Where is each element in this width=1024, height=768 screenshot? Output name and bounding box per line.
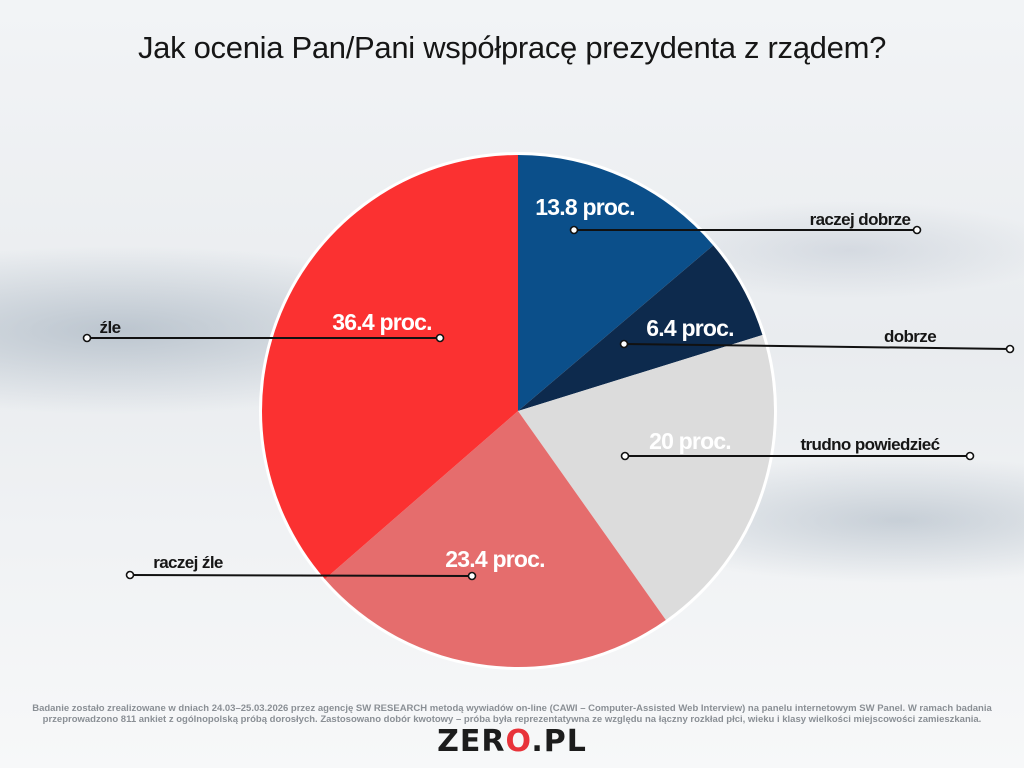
pie-slice-źle bbox=[262, 155, 518, 580]
slice-category-label: raczej źle bbox=[153, 553, 223, 572]
slice-value-label: 6.4 proc. bbox=[646, 315, 733, 341]
slice-category-label: trudno powiedzieć bbox=[800, 435, 939, 454]
slice-value-label: 13.8 proc. bbox=[535, 194, 634, 220]
leader-start-dot bbox=[620, 451, 630, 461]
zero-pl-logo: ZERO.PL bbox=[0, 724, 1024, 759]
slice-category-label: dobrze bbox=[884, 327, 936, 346]
slice-value-label: 20 proc. bbox=[649, 428, 731, 454]
leader-start-dot bbox=[569, 225, 579, 235]
leader-end-dot bbox=[1005, 344, 1015, 354]
leader-start-dot bbox=[435, 333, 445, 343]
leader-start-dot bbox=[467, 571, 477, 581]
chart-title: Jak ocenia Pan/Pani współpracę prezydent… bbox=[137, 30, 887, 65]
leader-end-dot bbox=[125, 570, 135, 580]
logo-text-left: ZER bbox=[437, 724, 506, 759]
pie-slice-dobrze bbox=[518, 245, 763, 411]
slice-value-label: 23.4 proc. bbox=[445, 546, 544, 572]
slice-labels: 13.8 proc. raczej dobrze 6.4 proc. dobrze 20… bbox=[100, 194, 941, 572]
pie-slice-raczej-źle bbox=[324, 411, 666, 668]
footnote-line-1: Badanie zostało zrealizowane w dniach 24… bbox=[32, 703, 992, 714]
logo-dot: O bbox=[505, 724, 532, 759]
leader-line bbox=[129, 574, 473, 577]
slice-category-label: raczej dobrze bbox=[810, 210, 911, 229]
pie-slice-raczej-dobrze bbox=[518, 155, 714, 411]
leader-line bbox=[623, 343, 1011, 350]
leader-end-dot bbox=[912, 225, 922, 235]
logo-text-right: .PL bbox=[531, 724, 587, 759]
pie-slices bbox=[259, 152, 777, 670]
leader-start-dot bbox=[619, 339, 629, 349]
slice-category-label: źle bbox=[100, 318, 121, 337]
leader-lines bbox=[82, 225, 1015, 581]
footnote-line-2: przeprowadzono 811 ankiet z ogólnopolską… bbox=[42, 714, 982, 725]
pie-slice-trudno-powiedzieć bbox=[518, 334, 774, 620]
survey-footnote: Badanie zostało zrealizowane w dniach 24… bbox=[20, 703, 1004, 725]
slice-value-label: 36.4 proc. bbox=[332, 309, 431, 335]
leader-end-dot bbox=[82, 333, 92, 343]
leader-end-dot bbox=[965, 451, 975, 461]
